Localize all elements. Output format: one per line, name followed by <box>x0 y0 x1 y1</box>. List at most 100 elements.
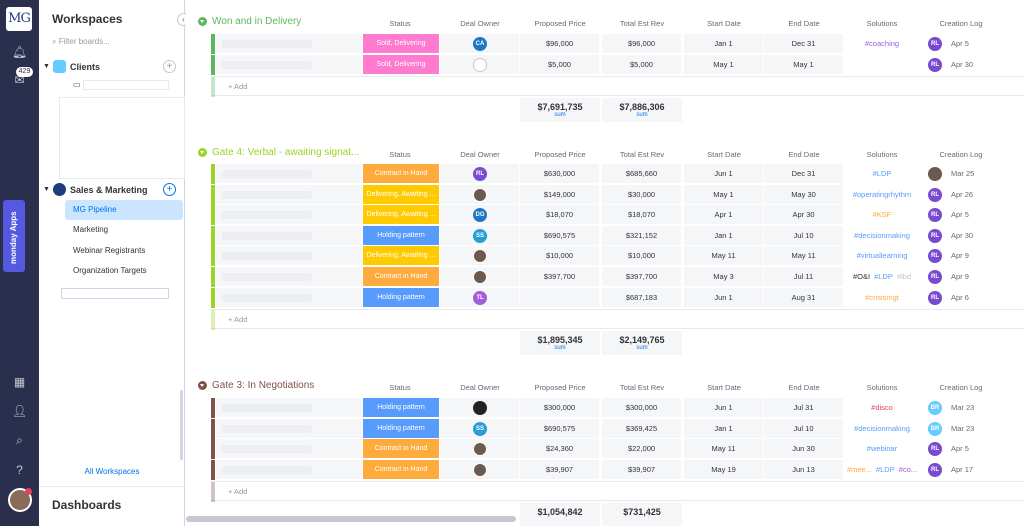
status-cell[interactable]: Holding pattern <box>363 287 439 307</box>
owner-avatar[interactable]: SS <box>473 421 487 436</box>
total-est-rev-cell[interactable]: $96,000 <box>602 34 682 54</box>
proposed-price-cell[interactable]: $10,000 <box>520 246 600 267</box>
chevron-down-icon[interactable] <box>198 148 207 157</box>
solutions-cell[interactable]: #KSF <box>842 205 922 225</box>
add-clients-button[interactable]: + <box>163 60 176 73</box>
solution-tag[interactable]: #operatingrhythm <box>852 189 912 199</box>
column-header[interactable]: Deal Owner <box>460 19 500 28</box>
person-icon[interactable]: 👤︎ <box>11 404 28 418</box>
column-header[interactable]: Status <box>389 150 411 159</box>
board-mg-pipeline[interactable]: MG Pipeline <box>65 200 183 220</box>
item-name-cell[interactable]: 10 <box>216 246 387 267</box>
status-cell[interactable]: Contract in Hand <box>363 459 439 479</box>
proposed-price-cell[interactable]: $690,575 <box>520 225 600 246</box>
proposed-price-cell[interactable]: $300,000 <box>520 398 600 418</box>
solutions-cell[interactable]: #decisionmaking <box>842 226 922 246</box>
column-header[interactable]: Creation Log <box>939 383 983 392</box>
proposed-price-cell[interactable]: $630,000 <box>520 164 600 184</box>
status-cell[interactable]: Holding pattern <box>363 398 439 417</box>
panel-scrollbar[interactable] <box>180 390 183 460</box>
column-header[interactable]: Total Est Rev <box>619 383 665 392</box>
owner-avatar[interactable]: DG <box>473 208 487 223</box>
solution-tag[interactable]: #O&I <box>852 272 871 281</box>
group-title[interactable]: Won and in Delivery <box>198 16 301 27</box>
calendar-icon[interactable]: ▦ <box>13 375 26 389</box>
start-date-cell[interactable]: May 3 <box>684 267 764 287</box>
total-est-rev-cell[interactable]: $30,000 <box>602 184 682 205</box>
solutions-cell[interactable]: #disco <box>842 398 922 418</box>
solutions-cell[interactable]: #webinar <box>842 439 922 459</box>
item-name-cell[interactable]: 10 <box>216 164 387 184</box>
status-cell[interactable]: Delivering, Awaiting ... <box>363 205 439 225</box>
clients-section[interactable]: ▼ Clients <box>43 60 100 73</box>
column-header[interactable]: Status <box>389 19 411 28</box>
group-title-text[interactable]: Gate 4: Verbal - awaiting signat... <box>212 147 360 158</box>
mg-logo[interactable]: MG <box>6 7 32 31</box>
group-title-text[interactable]: Gate 3: In Negotiations <box>212 380 315 391</box>
start-date-cell[interactable]: Jun 1 <box>684 287 764 308</box>
owner-avatar[interactable]: RL <box>473 167 487 181</box>
creator-avatar[interactable]: BR <box>928 401 942 415</box>
owner-photo-avatar[interactable] <box>473 249 487 264</box>
dashboards-section[interactable]: Dashboards <box>39 486 185 526</box>
creator-avatar[interactable]: RL <box>928 249 942 264</box>
column-header[interactable]: Status <box>389 383 411 392</box>
filter-boards-input[interactable]: ⌕ Filter boards... <box>52 37 110 47</box>
end-date-cell[interactable]: May 30 <box>764 184 844 205</box>
column-header[interactable]: Total Est Rev <box>619 19 665 28</box>
sales-marketing-section[interactable]: ▼ Sales & Marketing <box>43 183 148 196</box>
inbox-icon[interactable]: ✉︎ <box>14 73 25 87</box>
item-name-cell[interactable]: 3 <box>216 418 387 439</box>
creator-avatar[interactable]: RL <box>928 37 942 51</box>
column-header[interactable]: Solutions <box>866 150 898 159</box>
end-date-cell[interactable]: Jul 10 <box>764 225 844 246</box>
column-header[interactable]: Solutions <box>866 383 898 392</box>
solution-tag[interactable]: #webinar <box>866 444 898 454</box>
total-est-rev-cell[interactable]: $685,660 <box>602 164 682 184</box>
end-date-cell[interactable]: Aug 31 <box>764 287 844 308</box>
column-header[interactable]: Deal Owner <box>460 150 500 159</box>
total-est-rev-cell[interactable]: $18,070 <box>602 205 682 226</box>
solutions-cell[interactable]: #O&I #LDP #lbd <box>842 267 922 287</box>
owner-photo-avatar[interactable] <box>473 401 487 415</box>
status-cell[interactable]: Holding pattern <box>363 225 439 245</box>
column-header[interactable]: Start Date <box>707 383 741 392</box>
solutions-cell[interactable]: #coaching <box>842 34 922 54</box>
horizontal-scrollbar[interactable] <box>186 516 516 522</box>
add-item-row[interactable]: + Add <box>211 309 1024 331</box>
column-header[interactable]: Creation Log <box>939 19 983 28</box>
end-date-cell[interactable]: Jul 11 <box>764 267 844 287</box>
creator-avatar[interactable]: RL <box>928 462 942 477</box>
user-avatar[interactable] <box>8 488 32 512</box>
creator-avatar[interactable]: RL <box>928 228 942 243</box>
solutions-cell[interactable] <box>842 55 922 75</box>
column-header[interactable]: End Date <box>788 150 820 159</box>
proposed-price-cell[interactable]: $149,000 <box>520 184 600 205</box>
start-date-cell[interactable]: Jan 1 <box>684 418 764 439</box>
column-header[interactable]: End Date <box>788 383 820 392</box>
solution-tag[interactable]: #decisionmaking <box>854 230 910 240</box>
end-date-cell[interactable]: Apr 30 <box>764 205 844 226</box>
group-title-text[interactable]: Won and in Delivery <box>212 16 302 27</box>
start-date-cell[interactable]: Jan 1 <box>684 34 764 54</box>
total-est-rev-cell[interactable]: $687,183 <box>602 287 682 308</box>
item-name-cell[interactable] <box>216 34 383 54</box>
total-est-rev-cell[interactable]: $5,000 <box>602 54 682 75</box>
add-item-row[interactable]: + Add <box>211 76 1024 98</box>
start-date-cell[interactable]: Jan 1 <box>684 225 764 246</box>
total-est-rev-cell[interactable]: $397,700 <box>602 267 682 287</box>
total-est-rev-cell[interactable]: $369,425 <box>602 418 682 439</box>
solution-tag[interactable]: #virtuallearning <box>856 251 908 261</box>
proposed-price-cell[interactable] <box>520 287 600 308</box>
solutions-cell[interactable]: #mee... #LDP #co... <box>842 460 922 480</box>
creator-avatar[interactable]: RL <box>928 442 942 457</box>
end-date-cell[interactable]: Dec 31 <box>764 34 844 54</box>
total-est-rev-cell[interactable]: $300,000 <box>602 398 682 418</box>
status-cell[interactable]: Sold, Delivering <box>363 54 439 74</box>
add-item-label[interactable]: + Add <box>228 315 248 325</box>
bell-icon[interactable]: 🔔︎ <box>11 45 28 59</box>
item-name-cell[interactable] <box>216 398 383 418</box>
start-date-cell[interactable]: Jun 1 <box>684 398 764 418</box>
proposed-price-cell[interactable]: $18,070 <box>520 205 600 226</box>
creator-avatar[interactable]: RL <box>928 208 942 223</box>
